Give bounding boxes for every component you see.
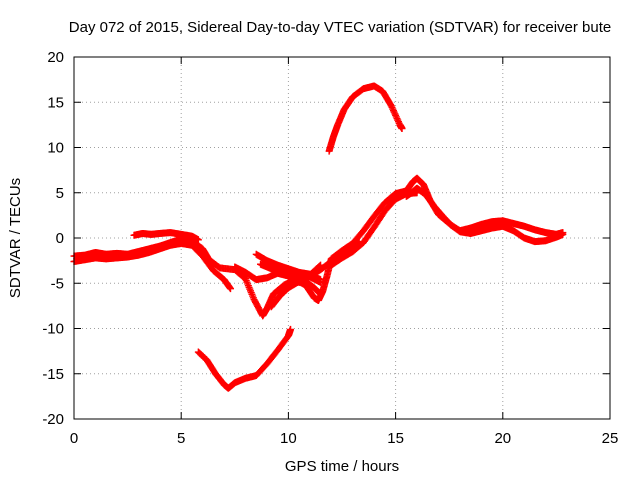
y-tick-label: 10	[47, 140, 64, 157]
x-tick-labels: 0 5 10 15 20 25	[70, 430, 619, 447]
y-tick-labels: -20 -15 -10 -5 0 5 10 15 20	[42, 49, 64, 428]
series-track-c	[130, 229, 202, 244]
data-point	[390, 108, 398, 116]
plot-frame	[73, 56, 611, 420]
data-point	[392, 113, 400, 121]
data-point	[391, 110, 399, 118]
data-point	[389, 105, 397, 113]
data-point	[392, 111, 400, 119]
x-tick-label: 20	[494, 430, 511, 447]
data-point	[394, 116, 402, 124]
data-point	[317, 290, 325, 298]
x-axis-label: GPS time / hours	[285, 458, 399, 475]
data-point	[393, 115, 401, 123]
data-point	[394, 118, 402, 126]
data-point	[387, 102, 395, 110]
data-point	[287, 325, 295, 333]
x-tick-label: 5	[177, 430, 185, 447]
series-track-k	[402, 184, 567, 238]
data-point	[413, 189, 421, 197]
chart-title: Day 072 of 2015, Sidereal Day-to-day VTE…	[69, 19, 611, 36]
series-track-i	[194, 325, 295, 392]
series-track-h	[274, 273, 325, 294]
x-tick-label: 15	[387, 430, 404, 447]
y-tick-label: 20	[47, 49, 64, 66]
x-tick-label: 25	[602, 430, 619, 447]
data-point	[227, 285, 235, 293]
y-tick-label: -5	[51, 275, 64, 292]
y-tick-label: 0	[56, 230, 64, 247]
data-point	[194, 236, 202, 244]
x-tick-label: 10	[280, 430, 297, 447]
y-tick-label: -15	[42, 366, 64, 383]
data-point	[559, 229, 567, 237]
series-track-b	[70, 239, 235, 293]
data-point	[389, 107, 397, 115]
y-tick-label: 5	[56, 185, 64, 202]
data-markers	[70, 82, 567, 392]
y-tick-label: -20	[42, 411, 64, 428]
y-axis-label: SDTVAR / TECUs	[7, 178, 24, 298]
data-point	[388, 103, 396, 111]
data-point	[398, 124, 406, 132]
data-point	[317, 278, 325, 286]
y-tick-label: 15	[47, 94, 64, 111]
series-track-j	[325, 82, 406, 155]
x-tick-label: 0	[70, 430, 78, 447]
y-tick-label: -10	[42, 321, 64, 338]
series-track-l	[327, 189, 421, 269]
